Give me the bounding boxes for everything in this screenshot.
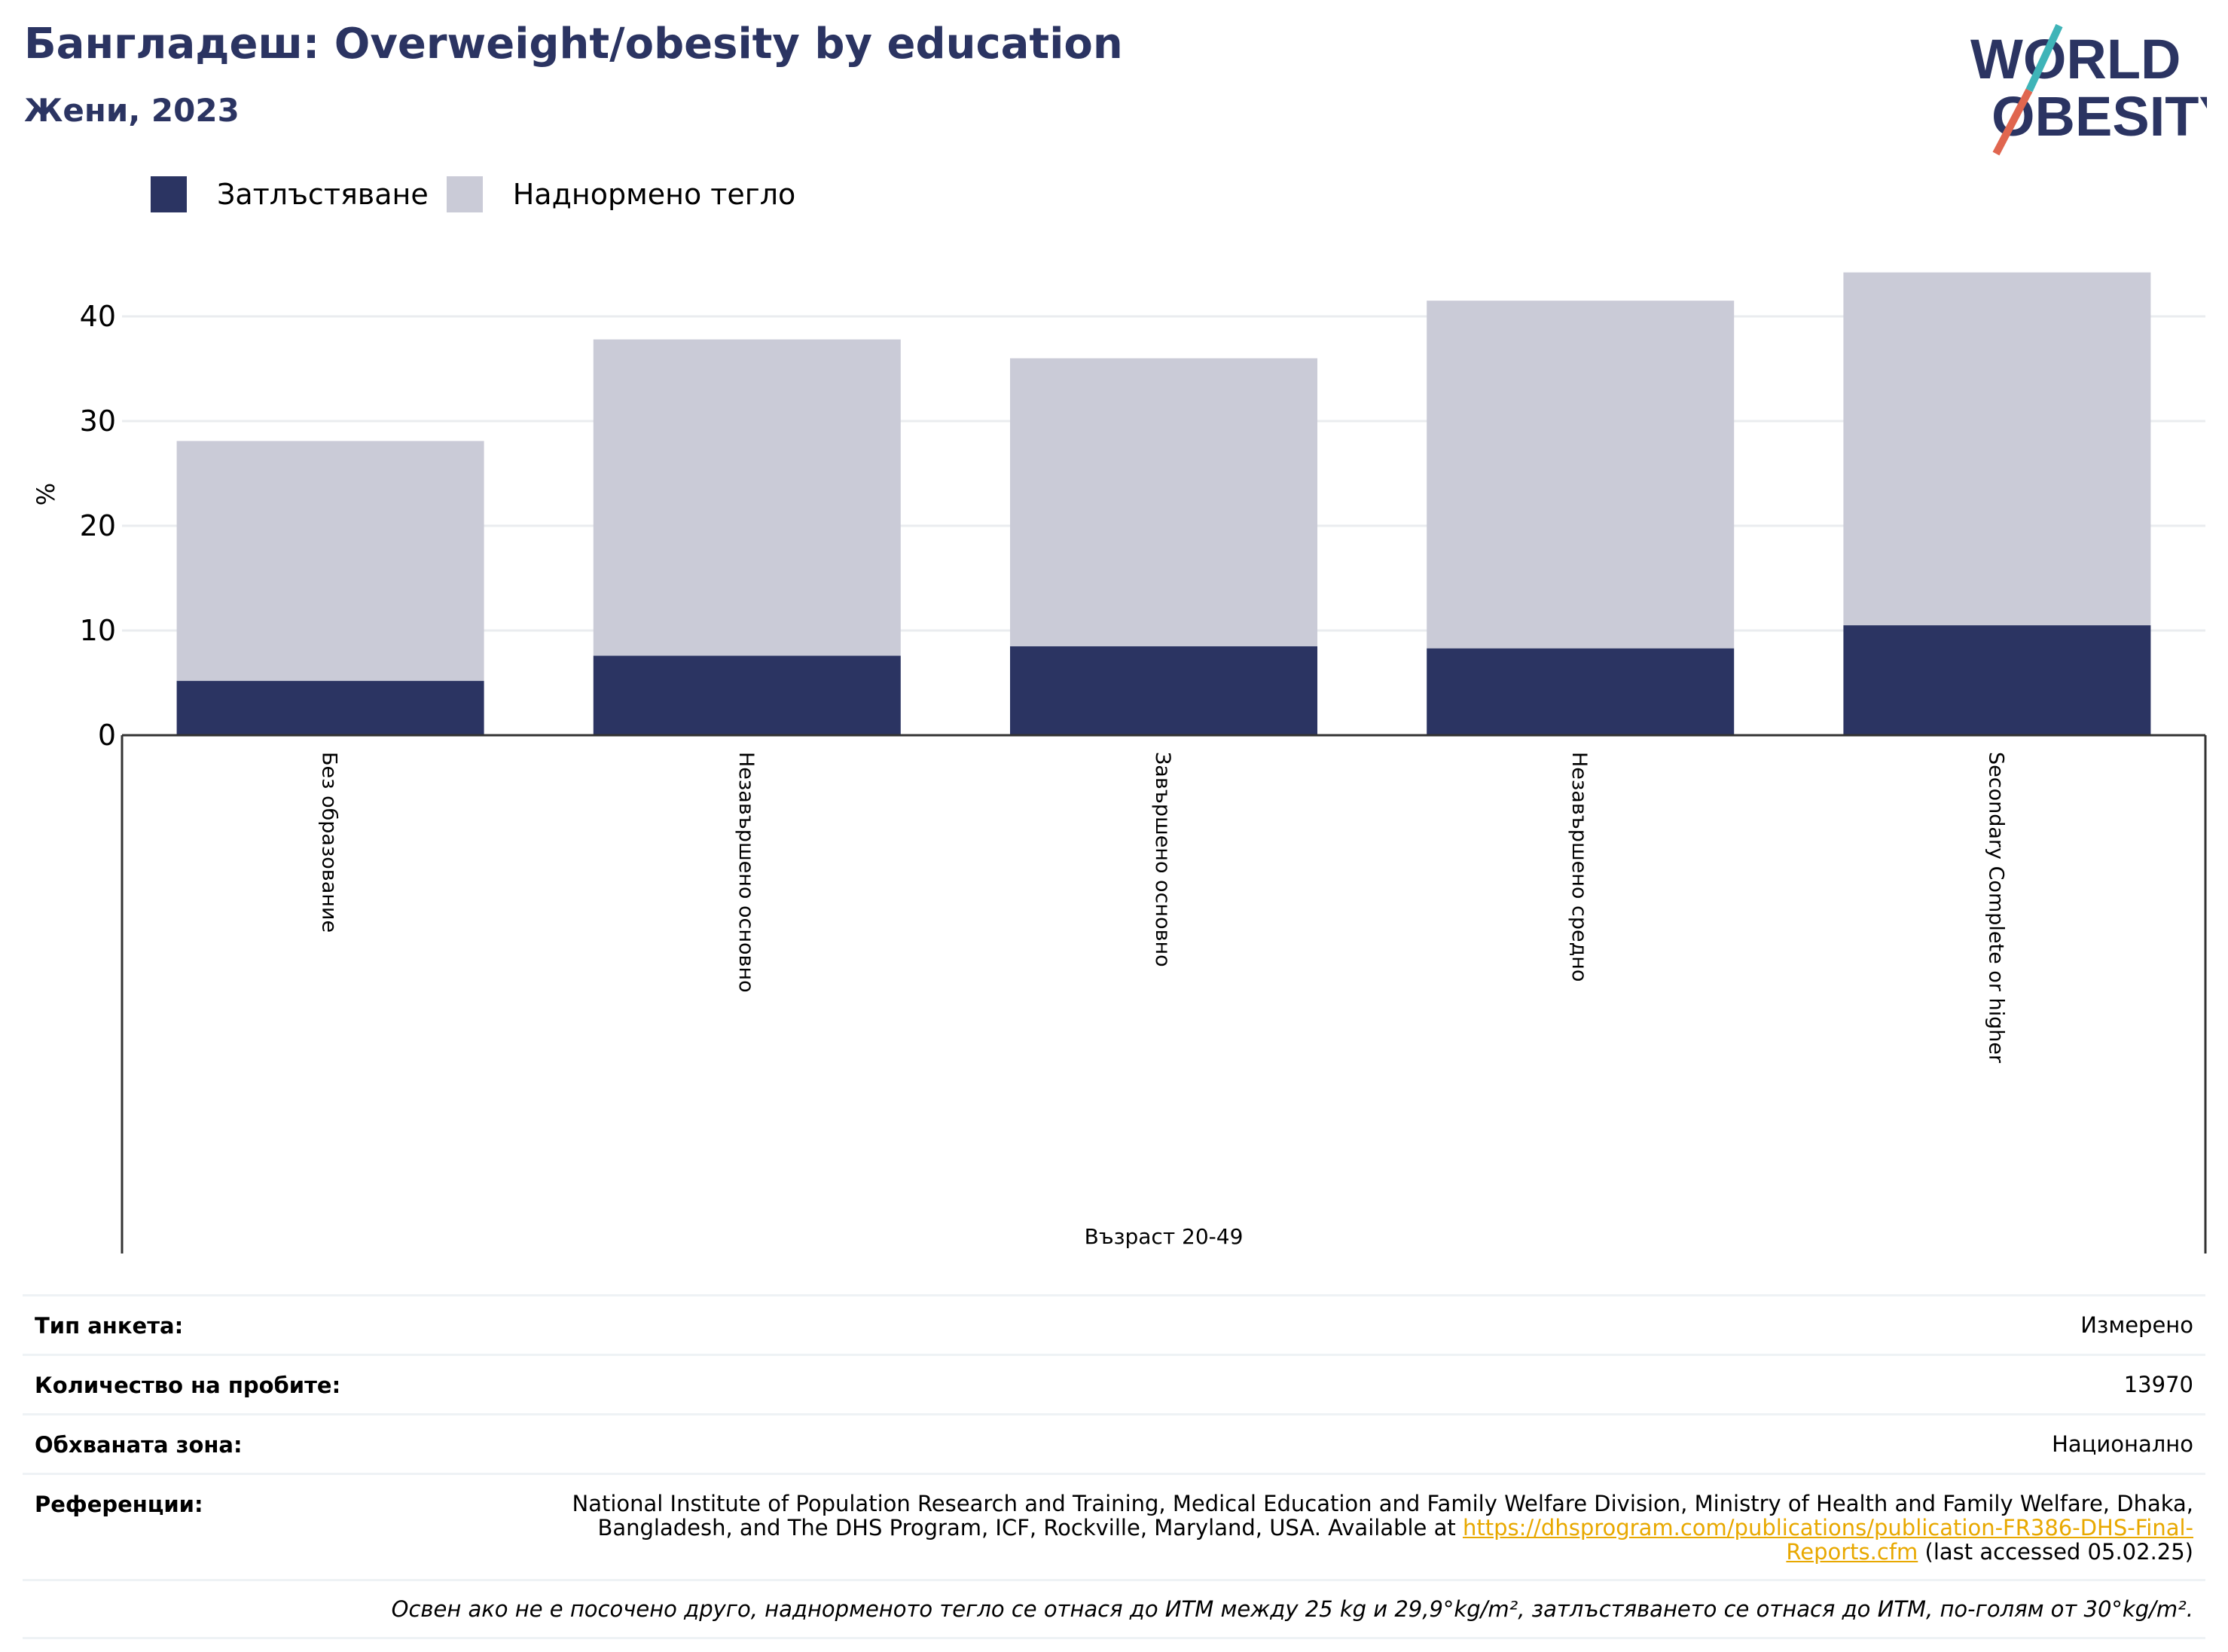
bar-overweight <box>176 441 484 681</box>
x-tick-label: Без образование <box>318 752 341 933</box>
legend-item-obesity: Затлъстяване <box>151 176 429 212</box>
bars <box>176 272 2151 735</box>
legend-swatch-obesity <box>151 176 187 212</box>
legend-label-obesity: Затлъстяване <box>217 178 429 211</box>
x-tick-label: Незавършено основно <box>734 752 758 993</box>
logo-slash-bottom-icon <box>1992 88 2033 156</box>
y-tick-label: 10 <box>80 614 116 647</box>
references-text: National Institute of Population Researc… <box>572 1491 2194 1541</box>
bar-overweight <box>1427 301 1735 649</box>
meta-row-area: Обхваната зона: Национално <box>23 1413 2205 1473</box>
references-suffix: (last accessed 05.02.25) <box>1918 1539 2194 1565</box>
meta-row-survey-type: Тип анкета: Измерено <box>23 1294 2205 1354</box>
bar-overweight <box>1843 272 2151 626</box>
survey-type-value: Измерено <box>2080 1312 2193 1338</box>
bar-obesity <box>593 655 901 735</box>
area-label: Обхваната зона: <box>35 1432 243 1458</box>
x-tick-label: Незавършено средно <box>1567 752 1591 982</box>
legend: Затлъстяване Наднормено тегло <box>151 172 813 217</box>
y-axis-label: % <box>32 483 60 505</box>
bar-obesity <box>1843 625 2151 735</box>
meta-row-sample-size: Количество на пробите: 13970 <box>23 1354 2205 1413</box>
y-tick-label: 40 <box>80 300 116 333</box>
metadata-table: Тип анкета: Измерено Количество на проби… <box>23 1294 2205 1639</box>
x-tick-labels: Без образование Незавършено основно Завърш… <box>318 752 2008 1064</box>
bar-obesity <box>1010 646 1317 735</box>
x-tick-label: Завършено основно <box>1151 752 1174 967</box>
world-obesity-logo: WORLD OBESITY <box>1970 23 2207 156</box>
y-tick-label: 20 <box>80 509 116 542</box>
x-tick-label: Secondary Complete or higher <box>1984 752 2007 1064</box>
bar-overweight <box>593 339 901 656</box>
logo-line1: WORLD <box>1970 28 2181 90</box>
references-link[interactable]: https://dhsprogram.com/publications/publ… <box>1462 1515 2193 1565</box>
axes: 0 10 20 30 40 <box>80 300 2207 1254</box>
definition-note: Освен ако не е посочено друго, наднормен… <box>23 1579 2205 1639</box>
legend-item-overweight: Наднормено тегло <box>446 176 796 212</box>
meta-row-references: Референции: National Institute of Popula… <box>23 1473 2205 1579</box>
references-label: Референции: <box>35 1492 203 1517</box>
references-value: National Institute of Population Researc… <box>536 1491 2194 1565</box>
sample-size-value: 13970 <box>2123 1372 2193 1397</box>
x-axis-label: Възраст 20-49 <box>1085 1224 1244 1249</box>
logo-slash-top-icon <box>2025 23 2063 93</box>
y-tick-label: 0 <box>98 719 116 752</box>
legend-swatch-overweight <box>446 176 483 212</box>
sample-size-label: Количество на пробите: <box>35 1373 341 1398</box>
survey-type-label: Тип анкета: <box>35 1313 184 1339</box>
bar-overweight <box>1010 358 1317 646</box>
stacked-bar-chart: 0 10 20 30 40 Без образование Незавършено осн… <box>32 272 2207 1254</box>
bar-obesity <box>176 680 484 735</box>
legend-label-overweight: Наднормено тегло <box>512 178 796 211</box>
y-tick-label: 30 <box>80 405 116 438</box>
bar-obesity <box>1427 648 1735 735</box>
area-value: Национално <box>2052 1431 2193 1457</box>
chart-title: Бангладеш: Overweight/obesity by educati… <box>24 20 1123 69</box>
chart-subtitle: Жени, 2023 <box>24 92 240 129</box>
